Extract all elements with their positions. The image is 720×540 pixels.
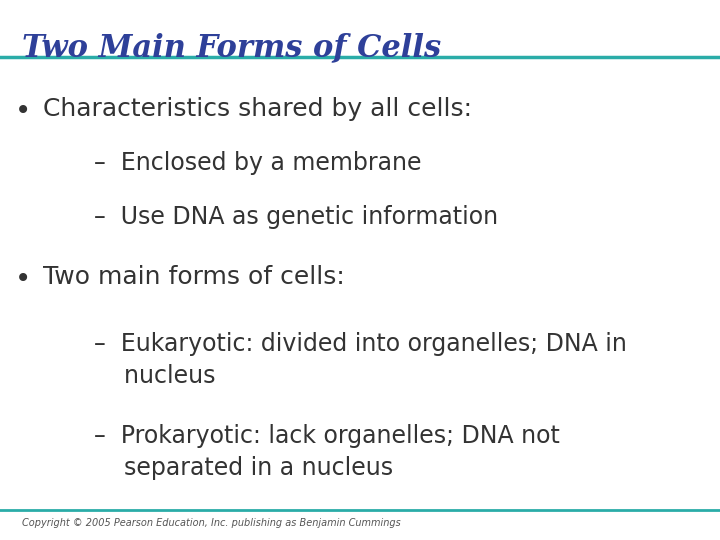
Text: –  Enclosed by a membrane: – Enclosed by a membrane bbox=[94, 151, 421, 175]
Text: Two Main Forms of Cells: Two Main Forms of Cells bbox=[22, 32, 441, 63]
Text: Characteristics shared by all cells:: Characteristics shared by all cells: bbox=[43, 97, 472, 121]
Text: –  Eukaryotic: divided into organelles; DNA in
    nucleus: – Eukaryotic: divided into organelles; D… bbox=[94, 332, 626, 388]
Text: •: • bbox=[14, 265, 31, 293]
Text: Two main forms of cells:: Two main forms of cells: bbox=[43, 265, 345, 288]
Text: Copyright © 2005 Pearson Education, Inc. publishing as Benjamin Cummings: Copyright © 2005 Pearson Education, Inc.… bbox=[22, 518, 400, 529]
Text: •: • bbox=[14, 97, 31, 125]
Text: –  Prokaryotic: lack organelles; DNA not
    separated in a nucleus: – Prokaryotic: lack organelles; DNA not … bbox=[94, 424, 559, 480]
Text: –  Use DNA as genetic information: – Use DNA as genetic information bbox=[94, 205, 498, 229]
